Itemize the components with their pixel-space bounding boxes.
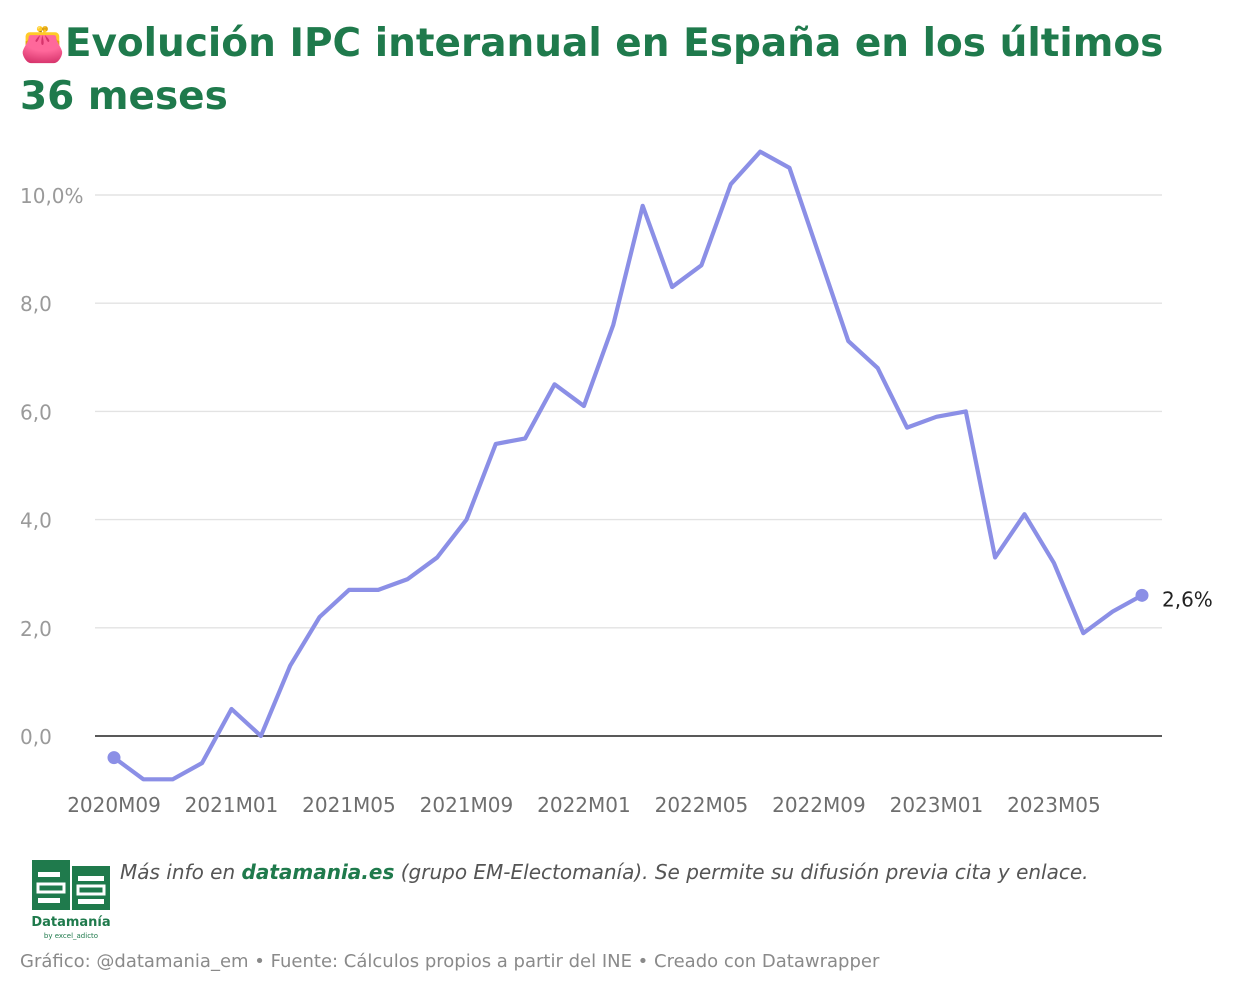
more-info-prefix: Más info en bbox=[120, 860, 242, 884]
logo-subtitle: by excel_adicto bbox=[43, 932, 99, 940]
chart-title: 👛Evolución IPC interanual en España en l… bbox=[20, 18, 1170, 123]
y-tick-label: 6,0 bbox=[20, 400, 52, 424]
x-tick-label: 2021M05 bbox=[302, 793, 396, 817]
end-value-label: 2,6% bbox=[1162, 587, 1213, 611]
x-tick-label: 2020M09 bbox=[67, 793, 161, 817]
chart-title-text: Evolución IPC interanual en España en lo… bbox=[20, 21, 1164, 119]
x-tick-label: 2022M05 bbox=[655, 793, 749, 817]
logo-name: Datamanía bbox=[31, 915, 111, 930]
y-tick-label: 2,0 bbox=[20, 617, 52, 641]
y-tick-label: 0,0 bbox=[20, 725, 52, 749]
credits-footer: Gráfico: @datamania_em • Fuente: Cálculo… bbox=[20, 951, 880, 972]
x-tick-label: 2023M01 bbox=[890, 793, 984, 817]
x-tick-label: 2021M09 bbox=[420, 793, 514, 817]
line-chart: 10,0% 8,0 6,0 4,0 2,0 0,0 2020M09 2021M01 2021M… bbox=[20, 149, 1213, 817]
purse-icon: 👛 bbox=[20, 24, 65, 65]
more-info-note: Más info en datamania.es (grupo EM-Elect… bbox=[120, 860, 1220, 884]
x-tick-label: 2022M01 bbox=[537, 793, 631, 817]
y-tick-label: 10,0% bbox=[20, 184, 84, 208]
datamania-link[interactable]: datamania.es bbox=[241, 860, 395, 884]
datamania-logo-icon bbox=[32, 860, 110, 910]
x-tick-label: 2021M01 bbox=[185, 793, 279, 817]
y-axis: 10,0% 8,0 6,0 4,0 2,0 0,0 bbox=[20, 184, 84, 749]
start-point bbox=[107, 751, 121, 765]
series-layer: 2,6% bbox=[107, 149, 1213, 782]
x-tick-label: 2023M05 bbox=[1007, 793, 1101, 817]
end-point bbox=[1135, 588, 1149, 602]
x-axis: 2020M09 2021M01 2021M05 2021M09 2022M01 2022M… bbox=[67, 793, 1100, 817]
y-tick-label: 8,0 bbox=[20, 292, 52, 316]
x-tick-label: 2022M09 bbox=[772, 793, 866, 817]
y-tick-label: 4,0 bbox=[20, 509, 52, 533]
more-info-suffix: (grupo EM-Electomanía). Se permite su di… bbox=[394, 860, 1089, 884]
series-line bbox=[111, 149, 1145, 782]
grid bbox=[95, 194, 1162, 737]
